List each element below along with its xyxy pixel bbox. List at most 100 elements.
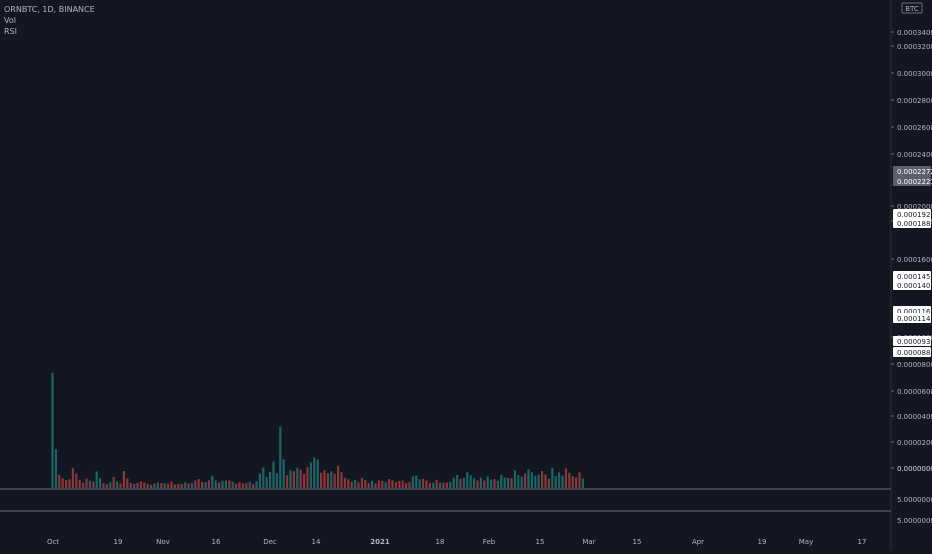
- volume-bar[interactable]: [510, 478, 513, 488]
- volume-bar[interactable]: [575, 477, 578, 489]
- volume-bar[interactable]: [245, 483, 248, 488]
- volume-bar[interactable]: [133, 484, 136, 488]
- volume-bar[interactable]: [537, 474, 540, 488]
- volume-bar[interactable]: [483, 480, 486, 489]
- volume-indicator-label[interactable]: Vol: [4, 16, 16, 25]
- volume-bar[interactable]: [456, 475, 459, 488]
- volume-bar[interactable]: [571, 476, 574, 488]
- volume-bar[interactable]: [187, 483, 190, 489]
- volume-bar[interactable]: [473, 478, 476, 488]
- volume-bar[interactable]: [92, 481, 95, 488]
- volume-bar[interactable]: [85, 478, 88, 489]
- volume-bar[interactable]: [136, 482, 139, 488]
- volume-bar[interactable]: [150, 484, 153, 488]
- volume-bar[interactable]: [102, 483, 105, 488]
- volume-bar[interactable]: [231, 481, 234, 488]
- volume-bar[interactable]: [306, 467, 309, 488]
- volume-bar[interactable]: [469, 475, 472, 488]
- currency-badge[interactable]: [901, 2, 923, 14]
- volume-bar[interactable]: [381, 480, 384, 488]
- volume-bar[interactable]: [252, 484, 255, 488]
- volume-bar[interactable]: [394, 482, 397, 488]
- volume-bar[interactable]: [415, 475, 418, 489]
- volume-bar[interactable]: [507, 478, 510, 488]
- volume-bar[interactable]: [296, 467, 299, 488]
- volume-bar[interactable]: [401, 480, 404, 489]
- price-label-box[interactable]: [893, 347, 931, 357]
- volume-bar[interactable]: [439, 482, 442, 489]
- volume-bar[interactable]: [173, 484, 176, 489]
- volume-bar[interactable]: [391, 480, 394, 488]
- volume-bar[interactable]: [425, 480, 428, 489]
- volume-bar[interactable]: [238, 482, 241, 488]
- volume-bar[interactable]: [88, 480, 91, 488]
- volume-bar[interactable]: [82, 482, 85, 488]
- volume-bar[interactable]: [547, 479, 550, 488]
- price-label-box[interactable]: [893, 176, 931, 186]
- volume-bar[interactable]: [442, 482, 445, 488]
- volume-bar[interactable]: [248, 481, 251, 488]
- volume-bar[interactable]: [343, 477, 346, 488]
- volume-bar[interactable]: [418, 479, 421, 488]
- volume-bar[interactable]: [61, 478, 64, 488]
- volume-bar[interactable]: [170, 481, 173, 489]
- volume-bar[interactable]: [279, 426, 282, 488]
- volume-bar[interactable]: [408, 482, 411, 488]
- volume-bar[interactable]: [289, 470, 292, 488]
- volume-bar[interactable]: [479, 477, 482, 488]
- volume-bar[interactable]: [367, 483, 370, 488]
- volume-bar[interactable]: [520, 476, 523, 489]
- volume-bar[interactable]: [218, 482, 221, 489]
- volume-bar[interactable]: [428, 483, 431, 488]
- volume-bar[interactable]: [500, 475, 503, 488]
- volume-bar[interactable]: [272, 461, 275, 489]
- volume-bar[interactable]: [275, 473, 278, 488]
- volume-bar[interactable]: [377, 480, 380, 489]
- volume-bar[interactable]: [337, 465, 340, 488]
- volume-bar[interactable]: [95, 471, 98, 489]
- volume-bar[interactable]: [466, 472, 469, 488]
- volume-bar[interactable]: [177, 483, 180, 488]
- volume-bar[interactable]: [490, 479, 493, 489]
- volume-bar[interactable]: [303, 474, 306, 488]
- volume-bar[interactable]: [347, 479, 350, 488]
- volume-bar[interactable]: [524, 473, 527, 489]
- volume-bar[interactable]: [405, 483, 408, 488]
- price-label-box[interactable]: [893, 209, 931, 219]
- volume-bar[interactable]: [265, 476, 268, 488]
- volume-bar[interactable]: [581, 478, 584, 488]
- volume-bar[interactable]: [292, 471, 295, 488]
- volume-bar[interactable]: [129, 482, 132, 488]
- volume-bar[interactable]: [517, 475, 520, 488]
- volume-bar[interactable]: [534, 475, 537, 488]
- volume-bar[interactable]: [51, 373, 54, 488]
- volume-bar[interactable]: [388, 479, 391, 488]
- volume-bar[interactable]: [78, 479, 81, 488]
- volume-bar[interactable]: [486, 476, 489, 489]
- volume-bar[interactable]: [204, 482, 207, 488]
- volume-bar[interactable]: [156, 482, 159, 489]
- volume-bar[interactable]: [561, 475, 564, 489]
- volume-bar[interactable]: [255, 481, 258, 488]
- volume-bar[interactable]: [340, 472, 343, 488]
- volume-bar[interactable]: [126, 478, 129, 488]
- price-label-box[interactable]: [893, 271, 931, 281]
- volume-bar[interactable]: [320, 472, 323, 488]
- volume-bar[interactable]: [558, 472, 561, 489]
- volume-bar[interactable]: [153, 483, 156, 489]
- volume-bar[interactable]: [269, 472, 272, 488]
- volume-bar[interactable]: [513, 470, 516, 488]
- volume-bar[interactable]: [350, 481, 353, 488]
- volume-bar[interactable]: [116, 481, 119, 489]
- volume-bar[interactable]: [496, 480, 499, 488]
- volume-bar[interactable]: [364, 480, 367, 488]
- volume-bar[interactable]: [105, 484, 108, 488]
- price-label-box[interactable]: [893, 166, 931, 176]
- price-label-box[interactable]: [893, 336, 931, 346]
- volume-bar[interactable]: [119, 483, 122, 489]
- volume-bar[interactable]: [476, 480, 479, 489]
- volume-bar[interactable]: [235, 483, 238, 488]
- volume-bar[interactable]: [75, 473, 78, 489]
- volume-bar[interactable]: [58, 475, 61, 488]
